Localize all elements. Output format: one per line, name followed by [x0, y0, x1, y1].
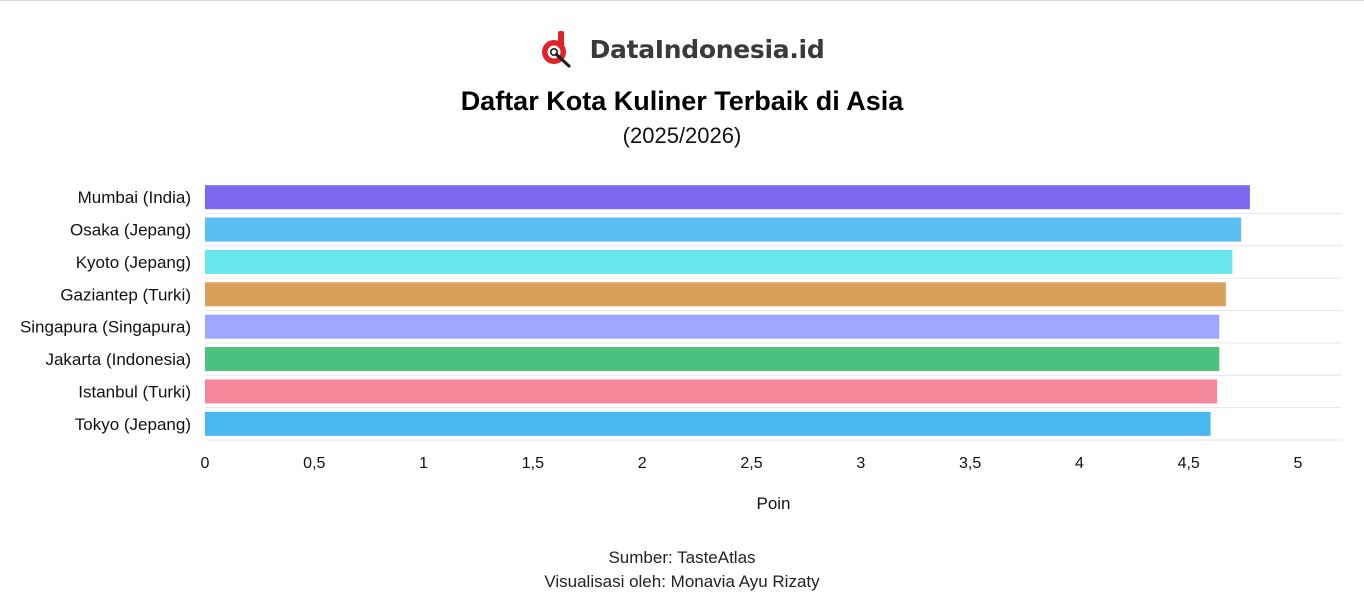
x-tick-label: 2,5 [740, 455, 762, 472]
x-tick-label: 1,5 [522, 455, 544, 472]
bar [205, 249, 1233, 274]
bar [205, 185, 1250, 210]
x-tick-label: 0 [201, 455, 210, 472]
bar [205, 282, 1226, 307]
bar [205, 347, 1220, 372]
x-tick-label: 0,5 [303, 455, 325, 472]
x-tick-label: 4 [1075, 455, 1084, 472]
bar [205, 217, 1242, 242]
x-tick-label: 4,5 [1178, 455, 1200, 472]
category-label: Istanbul (Turki) [78, 382, 191, 401]
category-label: Osaka (Jepang) [70, 221, 191, 240]
category-label: Jakarta (Indonesia) [45, 350, 191, 369]
category-label: Tokyo (Jepang) [75, 415, 191, 434]
x-tick-label: 1 [419, 455, 428, 472]
x-tick-label: 3,5 [959, 455, 981, 472]
x-axis-title: Poin [756, 494, 790, 513]
category-label: Singapura (Singapura) [20, 318, 191, 337]
source-note: Sumber: TasteAtlas [608, 548, 756, 567]
category-label: Kyoto (Jepang) [76, 253, 191, 272]
chart-title: Daftar Kota Kuliner Terbaik di Asia [460, 86, 904, 116]
brand-name: DataIndonesia.id [589, 34, 825, 64]
category-label: Mumbai (India) [78, 188, 191, 207]
bar [205, 411, 1211, 436]
x-tick-label: 2 [638, 455, 647, 472]
bar [205, 314, 1220, 339]
x-tick-label: 5 [1294, 455, 1303, 472]
credit-note: Visualisasi oleh: Monavia Ayu Rizaty [544, 572, 820, 591]
dataindonesia-logo-icon [541, 31, 571, 68]
brand-header: DataIndonesia.id [0, 30, 1364, 68]
bar [205, 379, 1218, 404]
x-tick-label: 3 [856, 455, 865, 472]
category-label: Gaziantep (Turki) [60, 285, 191, 304]
chart-subtitle: (2025/2026) [622, 123, 742, 148]
top-border [0, 0, 1364, 1]
